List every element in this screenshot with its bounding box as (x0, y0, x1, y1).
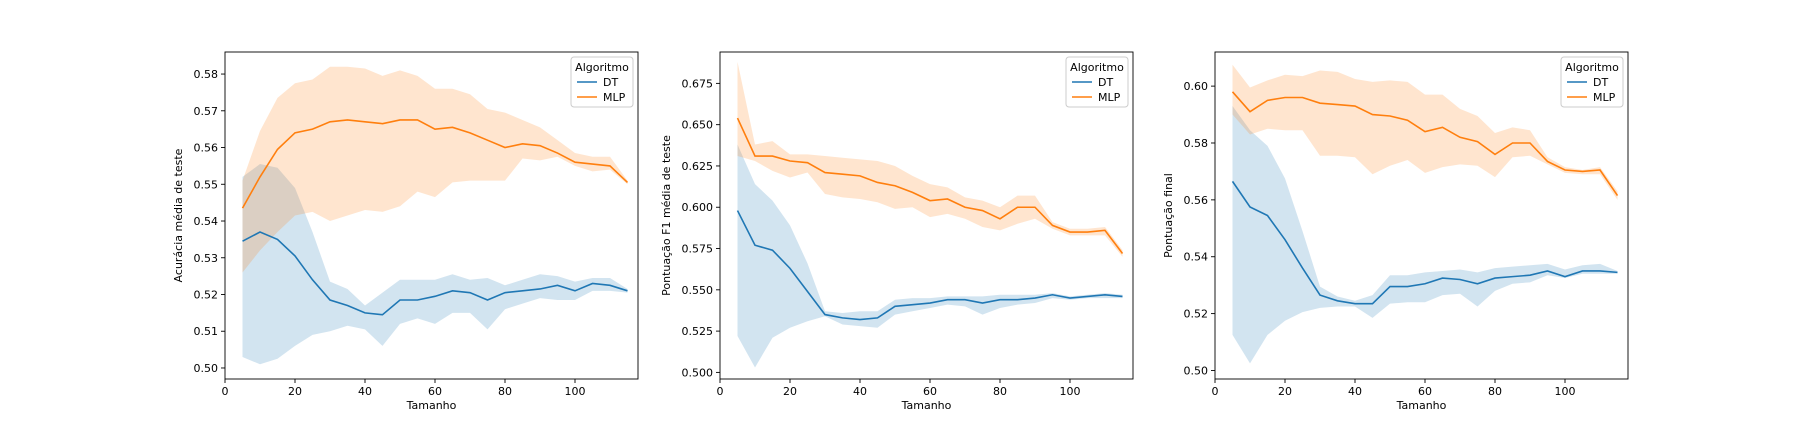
y-axis-label: Acurácia média de teste (172, 148, 185, 282)
y-tick-label: 0.55 (194, 178, 219, 191)
y-tick-label: 0.600 (682, 201, 714, 214)
legend-label-mlp: MLP (1098, 91, 1121, 104)
y-tick-label: 0.52 (1184, 308, 1209, 321)
x-axis-label: Tamanho (406, 399, 457, 412)
y-tick-label: 0.51 (194, 325, 219, 338)
y-tick-label: 0.57 (194, 105, 219, 118)
x-tick-label: 40 (358, 385, 372, 398)
series-line-dt (242, 231, 628, 316)
y-tick-label: 0.58 (194, 68, 219, 81)
y-tick-label: 0.650 (682, 119, 714, 132)
y-tick-label: 0.54 (194, 215, 219, 228)
y-tick-label: 0.50 (194, 362, 219, 375)
y-axis-label: Pontuação F1 média de teste (660, 135, 673, 296)
chart-3: 0 20 40 60 80 100 0.50 0.52 0.54 0.56 0.58 0.60 Tama… (1162, 51, 1629, 412)
ci-band-mlp (737, 61, 1123, 257)
legend-box (570, 56, 634, 108)
axes-frame (1214, 51, 1629, 380)
axes-frame (224, 51, 639, 380)
y-tick-label: 0.54 (1184, 251, 1209, 264)
x-tick-label: 80 (1488, 385, 1502, 398)
x-tick-label: 20 (783, 385, 797, 398)
x-tick-label: 20 (1278, 385, 1292, 398)
x-tick-label: 60 (923, 385, 937, 398)
y-tick-label: 0.56 (1184, 194, 1209, 207)
x-tick-label: 40 (853, 385, 867, 398)
y-tick-label: 0.56 (194, 142, 219, 155)
x-axis-label: Tamanho (1396, 399, 1447, 412)
x-tick-label: 0 (222, 385, 229, 398)
chart-1: 0 20 40 60 80 100 0.50 0.51 0.52 0.53 0.54 0.55 0.56… (172, 51, 639, 412)
series-line-mlp (241, 119, 629, 209)
legend-title: Algoritmo (1565, 61, 1619, 74)
chart-2: 0 20 40 60 80 100 0.500 0.525 0.550 0.575 0.600 0.6… (660, 51, 1134, 412)
x-tick-label: 80 (993, 385, 1007, 398)
ci-band-dt (242, 164, 628, 365)
y-tick-label: 0.550 (682, 284, 714, 297)
y-tick-label: 0.525 (682, 325, 714, 338)
legend-label-mlp: MLP (603, 91, 626, 104)
x-tick-label: 0 (1212, 385, 1219, 398)
legend-label-mlp: MLP (1593, 91, 1616, 104)
y-tick-label: 0.625 (682, 160, 714, 173)
y-tick-label: 0.675 (682, 77, 714, 90)
x-tick-label: 60 (1418, 385, 1432, 398)
x-tick-label: 100 (1555, 385, 1576, 398)
series-line-dt (736, 210, 1123, 321)
legend-label-dt: DT (1098, 76, 1113, 89)
legend-title: Algoritmo (575, 61, 629, 74)
legend: Algoritmo DT MLP (1560, 56, 1624, 108)
legend-label-dt: DT (603, 76, 618, 89)
legend-title: Algoritmo (1070, 61, 1124, 74)
series-line-dt (1231, 180, 1618, 305)
ci-band-dt (1232, 106, 1618, 364)
series-line-mlp (1231, 91, 1619, 197)
y-tick-label: 0.60 (1184, 80, 1209, 93)
y-tick-label: 0.53 (194, 252, 219, 265)
legend-label-dt: DT (1593, 76, 1608, 89)
legend-box (1065, 56, 1129, 108)
y-tick-label: 0.500 (682, 366, 714, 379)
x-tick-label: 80 (498, 385, 512, 398)
series-line-mlp (736, 117, 1124, 254)
legend: Algoritmo DT MLP (570, 56, 634, 108)
axes-frame (719, 51, 1134, 380)
x-tick-label: 20 (288, 385, 302, 398)
x-tick-label: 100 (1060, 385, 1081, 398)
x-axis-label: Tamanho (901, 399, 952, 412)
y-axis-label: Pontuação final (1162, 173, 1175, 258)
x-tick-label: 60 (428, 385, 442, 398)
legend: Algoritmo DT MLP (1065, 56, 1129, 108)
y-tick-label: 0.58 (1184, 137, 1209, 150)
y-tick-label: 0.50 (1184, 364, 1209, 377)
ci-band-mlp (242, 66, 628, 273)
y-tick-label: 0.575 (682, 243, 714, 256)
x-tick-label: 100 (565, 385, 586, 398)
legend-box (1560, 56, 1624, 108)
x-tick-label: 40 (1348, 385, 1362, 398)
x-tick-label: 0 (717, 385, 724, 398)
y-tick-label: 0.52 (194, 288, 219, 301)
